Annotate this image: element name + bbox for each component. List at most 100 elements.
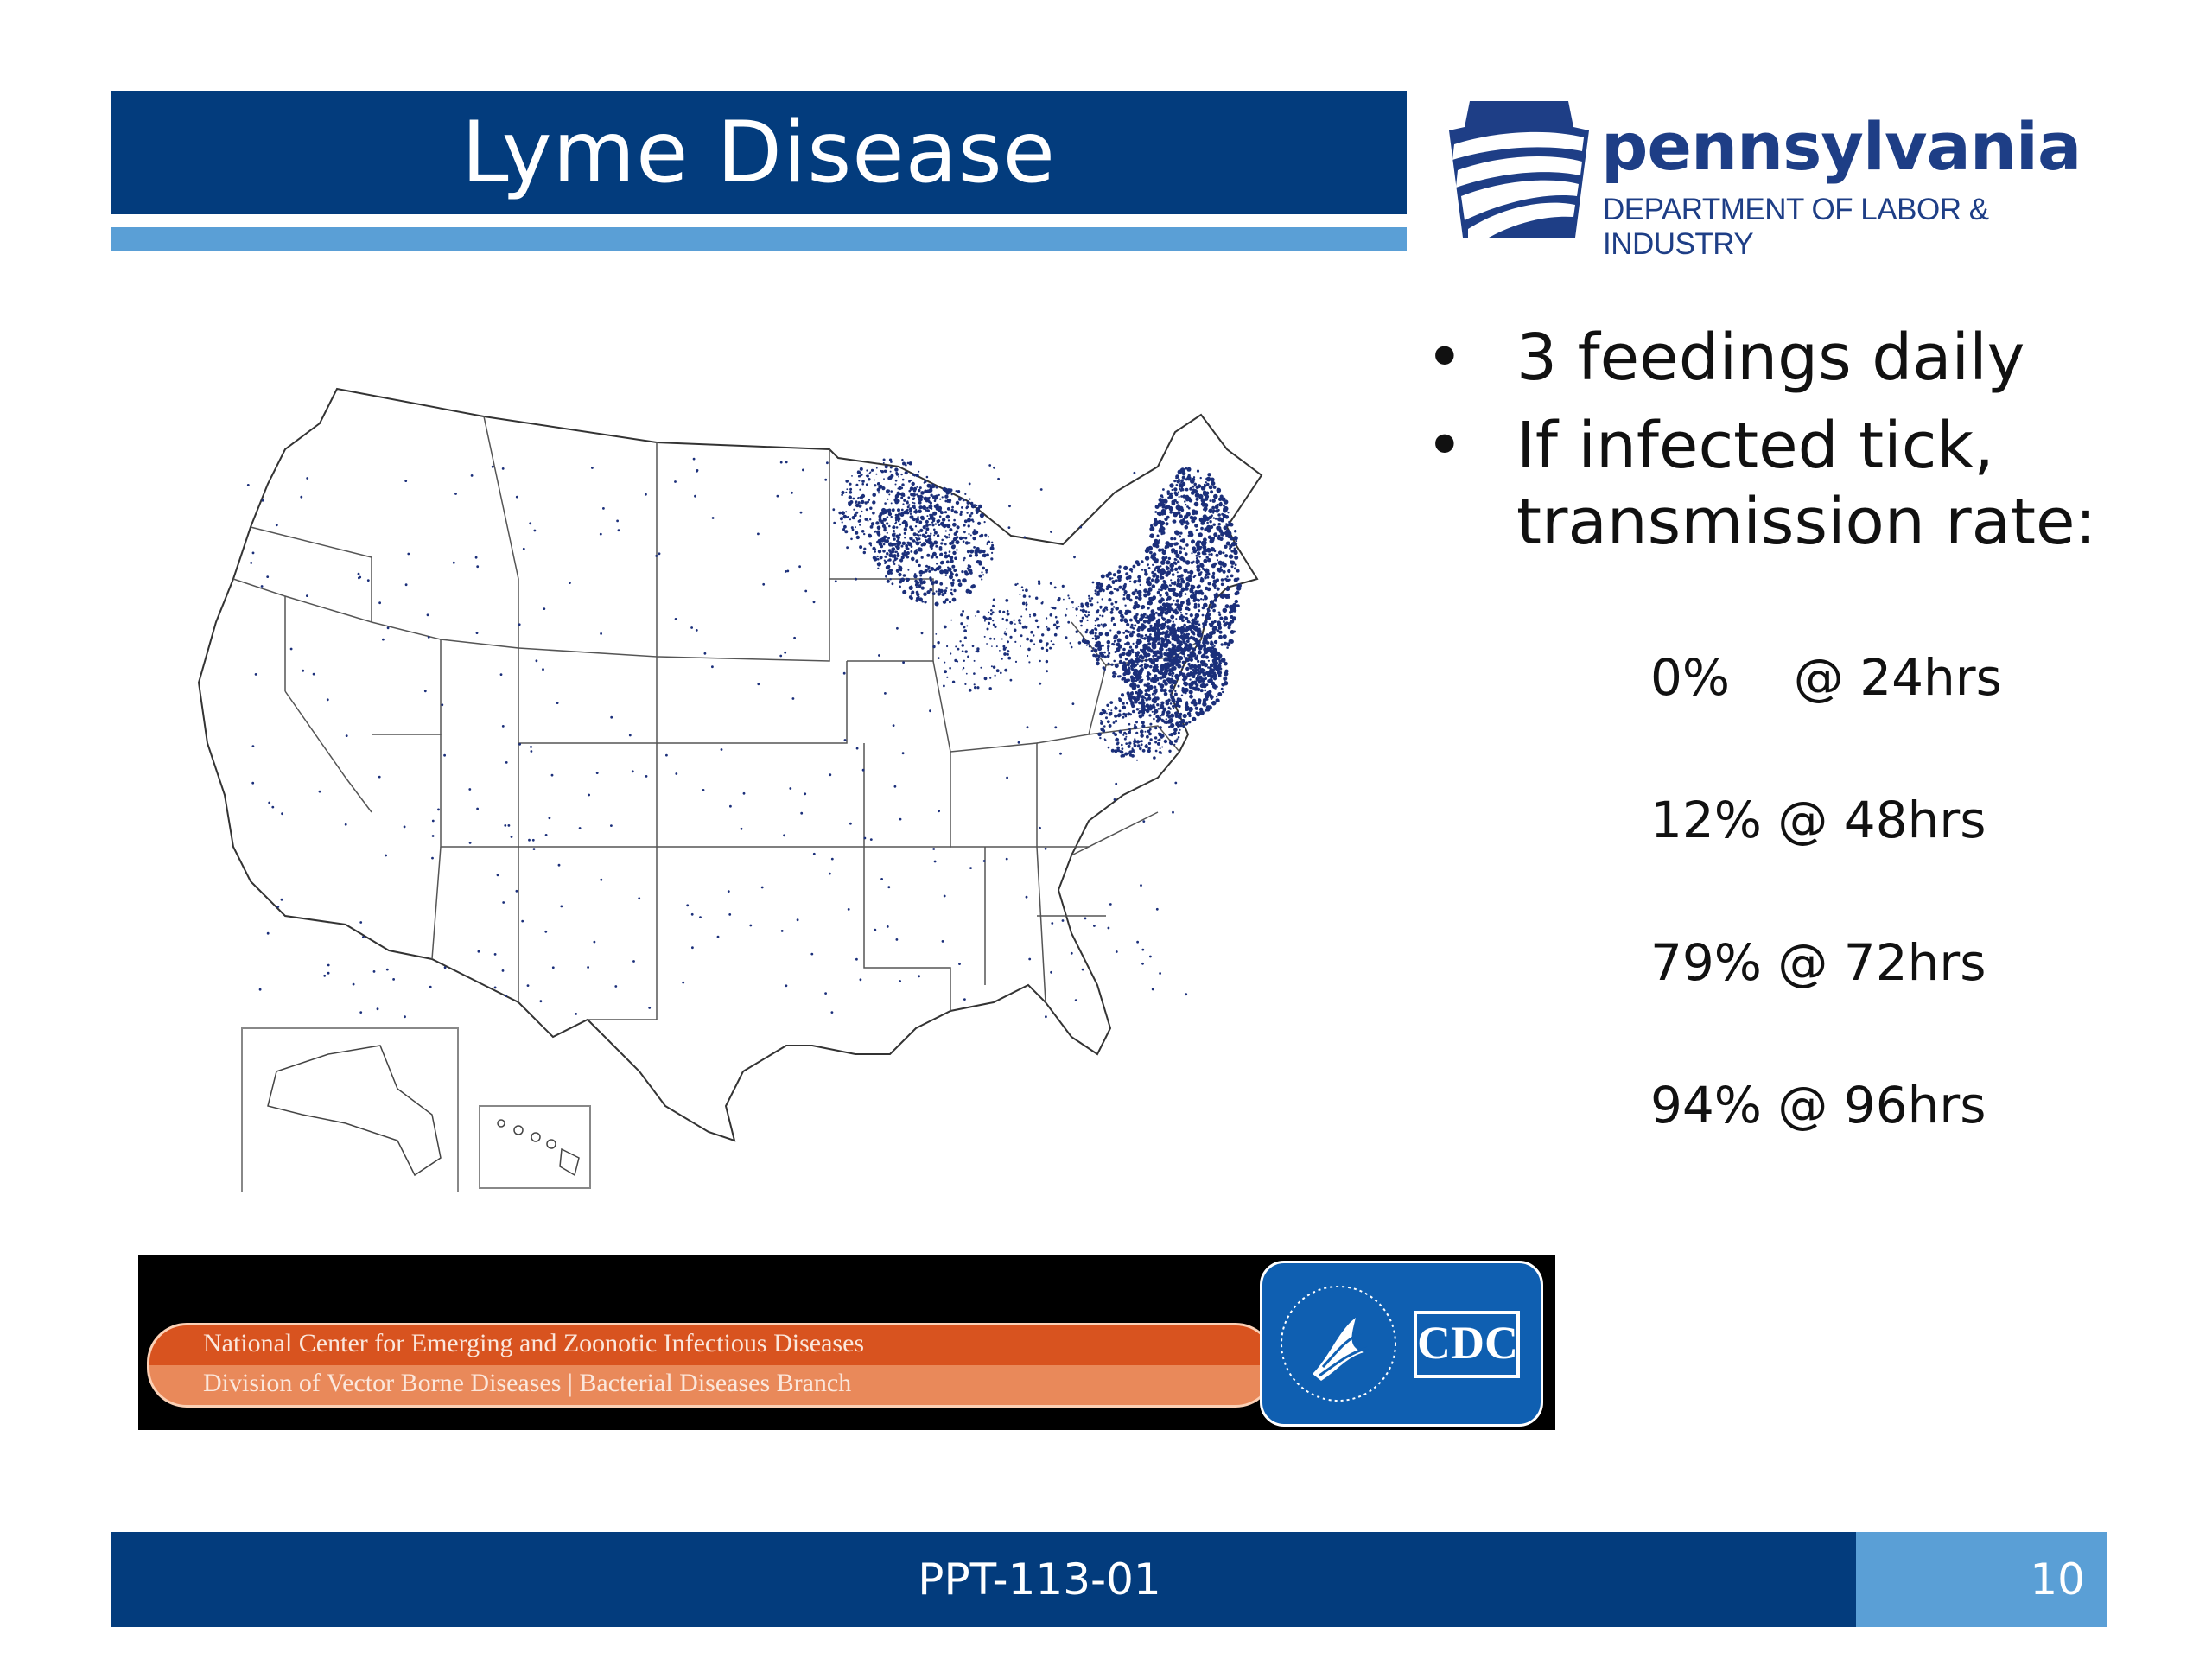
case-dot bbox=[906, 547, 910, 550]
case-dot bbox=[1016, 582, 1019, 585]
case-dot bbox=[863, 532, 866, 536]
case-dot bbox=[1212, 647, 1217, 652]
case-dot bbox=[1173, 599, 1175, 602]
case-dot bbox=[1211, 646, 1215, 650]
case-dot bbox=[1130, 623, 1134, 626]
case-dot bbox=[890, 461, 893, 463]
case-dot bbox=[1165, 541, 1170, 546]
case-dot bbox=[1017, 741, 1020, 744]
case-dot bbox=[1205, 552, 1207, 556]
case-dot bbox=[926, 506, 929, 510]
case-dot bbox=[1141, 560, 1144, 563]
case-dot bbox=[910, 545, 913, 548]
case-dot bbox=[903, 527, 907, 531]
case-dot bbox=[882, 543, 886, 546]
case-dot bbox=[1160, 715, 1162, 717]
case-dot bbox=[886, 522, 889, 525]
case-dot bbox=[876, 555, 879, 558]
case-dot bbox=[870, 468, 874, 472]
case-dot bbox=[1169, 739, 1172, 741]
case-dot bbox=[1163, 642, 1169, 648]
case-dot bbox=[887, 476, 892, 480]
case-dot bbox=[867, 500, 869, 504]
case-dot bbox=[1191, 552, 1193, 555]
case-dot bbox=[1090, 629, 1095, 632]
case-dot bbox=[1236, 604, 1240, 607]
case-dot bbox=[1155, 540, 1160, 545]
case-dot bbox=[1198, 627, 1201, 631]
case-dot bbox=[1140, 884, 1142, 887]
case-dot bbox=[881, 511, 886, 515]
case-dot bbox=[1171, 643, 1174, 646]
case-dot bbox=[1225, 541, 1230, 546]
case-dot bbox=[952, 544, 956, 549]
case-dot bbox=[985, 571, 988, 574]
case-dot bbox=[1148, 728, 1152, 731]
case-dot bbox=[1132, 709, 1135, 714]
case-dot bbox=[1125, 742, 1128, 745]
case-dot bbox=[493, 953, 497, 956]
case-dot bbox=[1108, 712, 1113, 716]
case-dot bbox=[1105, 716, 1108, 720]
case-dot bbox=[1216, 559, 1219, 562]
case-dot bbox=[1167, 655, 1173, 660]
case-dot bbox=[970, 518, 974, 522]
case-dot bbox=[1122, 665, 1128, 671]
case-dot bbox=[1158, 733, 1163, 737]
case-dot bbox=[1118, 659, 1122, 664]
case-dot bbox=[966, 588, 970, 593]
case-dot bbox=[1094, 637, 1098, 641]
case-dot bbox=[300, 495, 303, 499]
case-dot bbox=[1185, 512, 1191, 517]
case-dot bbox=[935, 494, 939, 499]
case-dot bbox=[1027, 654, 1029, 658]
case-dot bbox=[1168, 725, 1171, 728]
case-dot bbox=[855, 957, 858, 961]
case-dot bbox=[883, 528, 887, 532]
case-dot bbox=[1147, 671, 1150, 676]
case-dot bbox=[1124, 643, 1127, 645]
case-dot bbox=[1175, 599, 1180, 603]
case-dot bbox=[793, 636, 796, 639]
case-dot bbox=[1123, 737, 1127, 741]
case-dot bbox=[948, 536, 950, 538]
case-dot bbox=[919, 548, 923, 550]
case-dot bbox=[877, 557, 880, 561]
case-dot bbox=[1094, 592, 1097, 595]
case-dot bbox=[1153, 676, 1157, 679]
case-dot bbox=[1094, 627, 1097, 631]
case-dot bbox=[1133, 725, 1138, 730]
case-dot bbox=[521, 919, 524, 923]
case-dot bbox=[530, 750, 533, 753]
case-dot bbox=[892, 525, 896, 530]
case-dot bbox=[1168, 689, 1173, 693]
case-dot bbox=[1081, 616, 1084, 620]
case-dot bbox=[591, 467, 594, 469]
case-dot bbox=[1192, 636, 1196, 640]
case-dot bbox=[599, 532, 602, 536]
case-dot bbox=[1220, 518, 1223, 521]
case-dot bbox=[945, 514, 950, 519]
case-dot bbox=[937, 592, 942, 596]
case-dot bbox=[892, 530, 895, 533]
case-dot bbox=[1112, 732, 1116, 735]
case-dot bbox=[1132, 642, 1135, 645]
case-dot bbox=[1192, 675, 1196, 678]
case-dot bbox=[260, 585, 264, 588]
case-dot bbox=[1179, 519, 1184, 524]
case-dot bbox=[403, 825, 406, 829]
case-dot bbox=[1135, 645, 1139, 649]
case-dot bbox=[1106, 608, 1109, 611]
case-dot bbox=[1071, 601, 1074, 604]
case-dot bbox=[1225, 587, 1230, 592]
case-dot bbox=[946, 645, 949, 648]
case-dot bbox=[1223, 499, 1229, 505]
case-dot bbox=[960, 613, 963, 617]
case-dot bbox=[859, 514, 862, 518]
case-dot bbox=[1122, 647, 1126, 652]
case-dot bbox=[1049, 613, 1053, 617]
case-dot bbox=[1136, 759, 1138, 761]
case-dot bbox=[842, 514, 848, 519]
case-dot bbox=[1040, 646, 1044, 650]
case-dot bbox=[1207, 659, 1210, 662]
